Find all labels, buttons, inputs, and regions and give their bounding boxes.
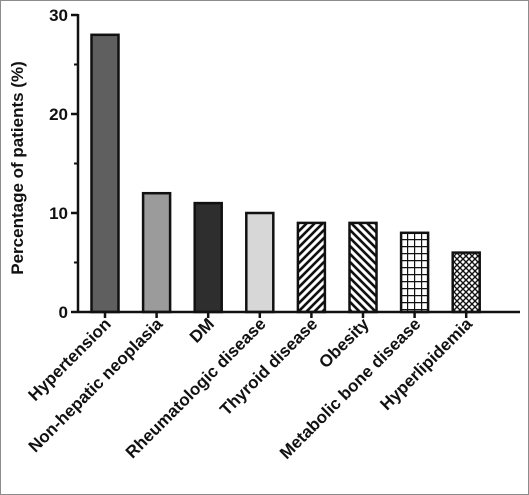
bar-hypertension [90, 33, 120, 314]
x-tick-label: DM [186, 314, 218, 346]
x-tick-label: Thyroid disease [216, 314, 321, 419]
bar-hyperlipidemia [451, 251, 481, 314]
y-axis: 0 10 20 30 [49, 6, 80, 322]
y-tick-label: 30 [49, 6, 68, 25]
bars [90, 33, 481, 314]
bar-thyroid-disease [296, 221, 327, 314]
bar-non-hepatic-neoplasia [141, 191, 172, 314]
y-axis-title: Percentage of patients (%) [8, 61, 27, 275]
bar-dm [193, 201, 223, 314]
x-tick-label: Hyperlipidemia [376, 314, 476, 414]
y-tick-label: 0 [59, 303, 68, 322]
bar-metabolic-bone-disease [399, 231, 430, 314]
bar-rheumatologic-disease [245, 211, 275, 314]
y-tick-label: 10 [49, 204, 68, 223]
bar-obesity [348, 221, 378, 314]
y-tick-label: 20 [49, 105, 68, 124]
